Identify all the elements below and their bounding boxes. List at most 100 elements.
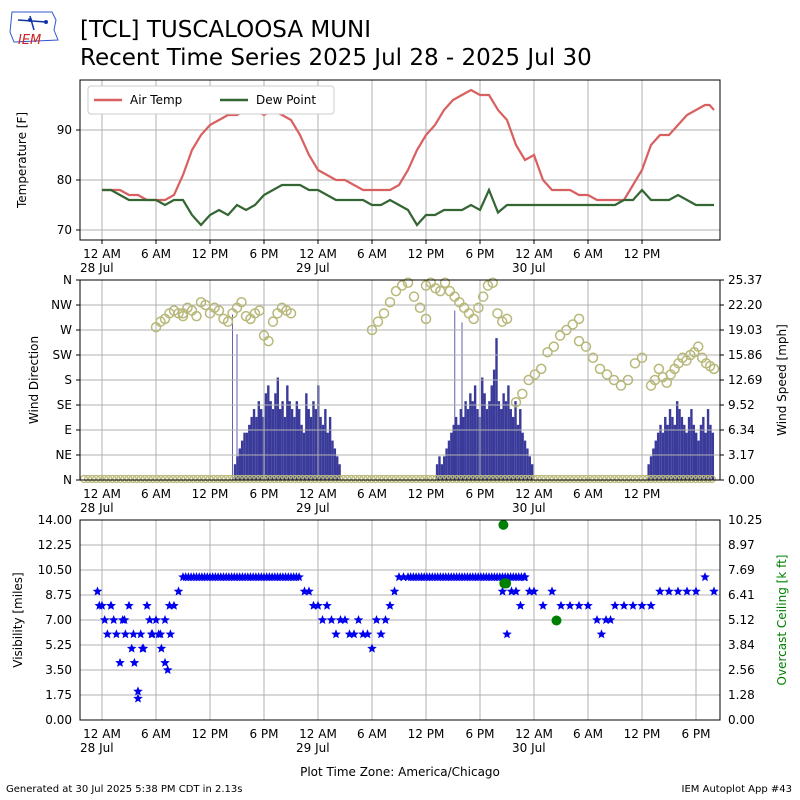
wind-speed-bar [267,385,270,480]
wind-direction-point [626,474,635,484]
wind-speed-bar [440,464,444,480]
wind-direction-point [586,474,595,484]
wind-direction-point [661,377,672,389]
visibility-point [619,600,629,610]
wind-direction-point [517,388,528,400]
wind-direction-point [262,474,271,484]
temp-xtick-label: 12 PM [192,247,229,261]
wind-speed-bar [319,416,322,480]
ceiling-tick-label: 2.56 [728,663,755,677]
wind-direction-point [185,474,194,484]
visibility-point [99,615,110,624]
wind-speed-bar [528,456,531,480]
ceiling-tick-label: 6.41 [728,588,755,602]
wind-speed-bar [497,401,501,480]
wind-direction-point [553,474,562,484]
wind-direction-point [306,474,315,484]
ceiling-tick-label: 7.69 [728,563,755,577]
visibility-point [331,629,341,639]
wind-direction-point [132,474,141,484]
wind-direction-point [378,308,390,319]
wind-direction-point [629,358,641,369]
ceiling-tick-label: 1.28 [728,688,755,702]
wind-speed-ylabel: Wind Speed [mph] [775,324,789,436]
wind-direction-point [267,316,279,327]
wind-speed-bar [257,401,260,480]
wind-direction-point [177,310,189,322]
ceiling-tick-label: 0.00 [728,713,755,727]
wind-direction-point [387,474,396,484]
temp-ytick-label: 70 [57,223,72,237]
wind-direction-point [253,474,263,484]
wind-direction-point [675,474,684,484]
wind-speed-tick-label: 15.86 [728,348,762,362]
page-title: [TCL] TUSCALOOSA MUNI [80,17,372,43]
wind-direction-point [638,474,648,484]
visibility-point [304,586,314,596]
wind-speed-bar [290,409,294,480]
vis-xlabel: Plot Time Zone: America/Chicago [300,765,500,779]
wind-speed-bar [293,416,296,480]
visibility-point [637,600,647,610]
wind-direction-point [92,474,101,484]
wind-direction-point [302,474,311,484]
wind-speed-bar [243,432,246,480]
wind-speed-bar [488,401,491,480]
wind-speed-bar [694,432,698,480]
wind-direction-point [535,363,547,375]
wind-speed-bar [445,448,448,480]
wind-speed-bar [276,377,280,480]
vis-xtick-label: 12 AM [299,727,337,741]
wind-direction-point [671,474,680,484]
wind-plot-frame [79,279,721,481]
wind-direction-point [618,474,627,484]
vis-xtick-label: 6 AM [573,727,603,741]
wind-speed-bar [661,432,665,480]
visibility-point [124,600,134,610]
wind-direction-point [236,296,247,308]
vis-tick-label: 3.50 [45,663,72,677]
wind-speed-bar [656,432,660,480]
wind-speed-bar [295,401,299,480]
wind-direction-point [440,474,449,484]
wind-speed-bar [333,448,337,480]
wind-direction-point [254,305,265,316]
wind-direction-point [448,474,457,484]
wind-direction-point [492,474,502,484]
visibility-point [299,586,310,596]
vis-tick-label: 1.75 [45,688,72,702]
visibility-point [601,615,611,624]
wind-direction-point [411,474,421,484]
wind-speed-bar [471,401,474,480]
wind-direction-point [646,474,656,484]
wind-speed-bar [685,432,688,480]
wind-direction-point [510,396,522,408]
wind-direction-point [258,474,267,484]
wind-direction-point [505,474,514,484]
wind-speed-bar [454,416,458,480]
wind-speed-bar [697,440,700,480]
wind-direction-point [290,474,299,484]
wind-speed-bar [283,416,287,480]
wind-direction-point [334,474,344,484]
wind-direction-point [472,474,482,484]
wind-dir-tick-label: E [64,423,72,437]
wind-direction-point [278,474,287,484]
wind-direction-point [372,316,384,327]
visibility-point [380,615,391,624]
wind-xtick-label: 12 AM [83,487,121,501]
visibility-point [596,629,607,639]
wind-speed-bar [492,369,496,480]
visibility-point [108,615,119,624]
wind-xtick-label: 12 PM [408,487,445,501]
temp-legend-box [87,85,335,115]
wind-speed-bar [450,432,453,480]
wind-speed-bar [269,401,272,480]
wind-speed-bar [255,416,258,480]
wind-xtick-label: 6 PM [465,487,494,501]
wind-direction-point [330,474,340,484]
wind-direction-point [160,474,170,484]
wind-direction-point [456,474,465,484]
wind-speed-bar [462,416,465,480]
wind-direction-point [636,352,648,364]
